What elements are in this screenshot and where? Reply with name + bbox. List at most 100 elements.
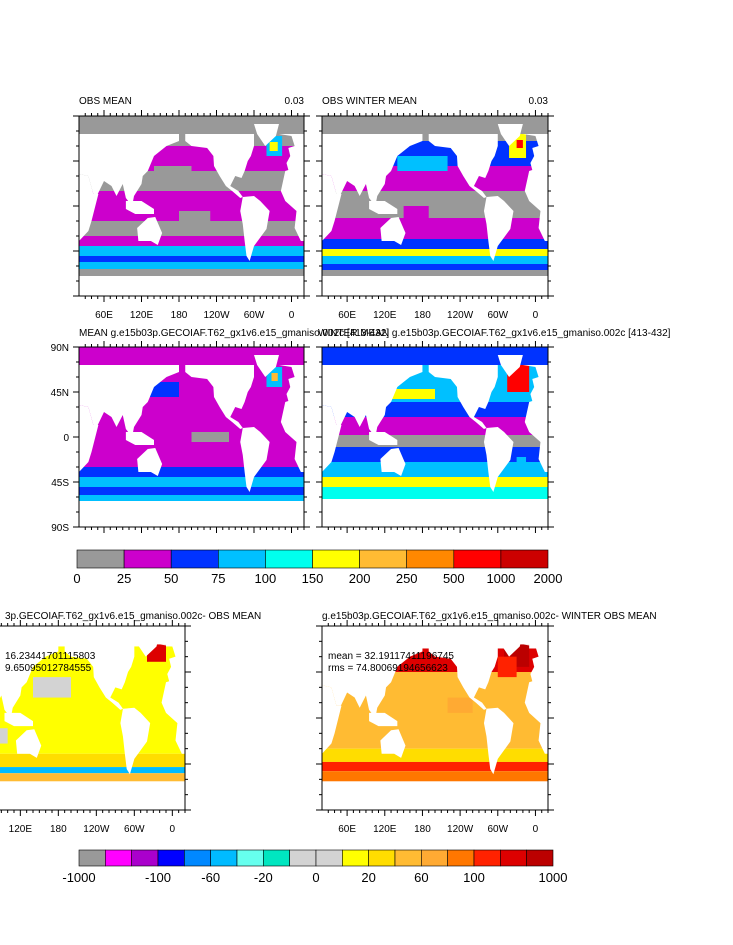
colorbar-label: 200: [349, 571, 371, 586]
x-tick-label: 120E: [373, 824, 397, 835]
map-panel: [0, 626, 185, 810]
x-tick-label: 120W: [447, 310, 474, 321]
x-tick-label: 180: [414, 310, 431, 321]
map-panel: [322, 116, 548, 296]
map-panel: [322, 626, 548, 810]
field-band: [79, 467, 304, 477]
land: [322, 644, 423, 718]
field-band: [322, 447, 548, 462]
colorbar-box: [526, 849, 554, 867]
land: [185, 134, 254, 198]
field-patch: [154, 166, 192, 181]
field-band: [79, 262, 304, 269]
land: [240, 427, 270, 492]
panel-title: g.e15b03p.GECOIAF.T62_gx1v6.e15_gmaniso.…: [322, 611, 657, 622]
colorbar-label: -100: [145, 870, 171, 885]
field-band: [79, 495, 304, 501]
colorbar-box: [406, 549, 455, 569]
field-patch: [191, 432, 229, 442]
land: [125, 201, 154, 214]
colorbar-box: [265, 549, 313, 569]
field-band: [79, 477, 304, 487]
colorbar-box: [342, 849, 369, 867]
land: [322, 507, 548, 527]
land: [79, 405, 99, 472]
colorbar-box: [312, 549, 360, 569]
colorbar-box: [359, 549, 408, 569]
y-tick-label: 45S: [51, 478, 69, 489]
colorbar-label: 1000: [486, 571, 515, 586]
land: [380, 448, 406, 476]
colorbar-label: 20: [361, 870, 375, 885]
colorbar-box: [473, 849, 501, 867]
field-band: [322, 249, 548, 256]
map-panel: [79, 116, 304, 296]
panel-title: OBS WINTER MEAN: [322, 96, 417, 107]
land: [134, 634, 160, 657]
land: [279, 134, 304, 241]
field-band: [79, 487, 304, 495]
x-tick-label: 60W: [487, 310, 508, 321]
y-tick-label: 90S: [51, 523, 69, 534]
x-tick-label: 60E: [338, 824, 356, 835]
colorbar-box: [157, 849, 185, 867]
field-band: [322, 218, 548, 239]
field-patch: [0, 728, 8, 744]
colorbar-label: 0: [312, 870, 319, 885]
field-band: [322, 487, 548, 499]
colorbar-box: [263, 849, 290, 867]
y-tick-label: 45N: [51, 388, 69, 399]
field-patch: [33, 677, 71, 698]
field-patch: [516, 457, 527, 477]
land: [125, 432, 154, 445]
land: [322, 405, 342, 472]
land: [137, 217, 163, 245]
land: [322, 365, 423, 437]
x-tick-label: 0: [289, 310, 295, 321]
field-patch: [497, 656, 517, 678]
panel-title: 3p.GECOIAF.T62_gx1v6.e15_gmaniso.002c- O…: [5, 611, 261, 622]
colorbar-box: [500, 849, 527, 867]
land: [380, 217, 406, 245]
colorbar-label: 25: [117, 571, 131, 586]
colorbar-box: [123, 549, 172, 569]
field-band: [322, 462, 548, 477]
y-tick-label: 0: [63, 433, 69, 444]
x-tick-label: 180: [414, 824, 431, 835]
colorbar-label: 500: [443, 571, 465, 586]
land: [322, 276, 548, 296]
land: [522, 134, 548, 241]
colorbar-label: 150: [302, 571, 324, 586]
map-panel: [79, 347, 304, 527]
field-band: [79, 246, 304, 256]
x-tick-label: 60W: [244, 310, 265, 321]
land: [369, 201, 398, 214]
field-patch: [384, 389, 435, 399]
colorbar-box: [78, 849, 106, 867]
land: [483, 196, 514, 261]
x-tick-label: 60E: [95, 310, 113, 321]
x-tick-label: 120W: [203, 310, 230, 321]
land: [79, 134, 179, 206]
land: [322, 685, 342, 754]
field-patch: [269, 142, 278, 151]
land: [15, 729, 42, 758]
field-band: [79, 236, 304, 246]
x-tick-label: 60E: [338, 310, 356, 321]
colorbar-label: -60: [201, 870, 220, 885]
field-band: [79, 256, 304, 262]
land: [428, 365, 498, 429]
y-tick-label: 90N: [51, 343, 69, 354]
field-band: [0, 767, 185, 774]
colorbar-label: -1000: [62, 870, 95, 885]
colorbar-box: [184, 849, 211, 867]
field-band: [322, 264, 548, 270]
stat-text: mean = 32.19117411196745: [328, 651, 454, 662]
x-tick-label: 0: [533, 824, 539, 835]
colorbar-box: [315, 849, 343, 867]
stat-text: 9.65095012784555: [5, 663, 92, 674]
land: [522, 365, 548, 472]
x-tick-label: 120W: [83, 824, 110, 835]
land: [4, 712, 33, 727]
